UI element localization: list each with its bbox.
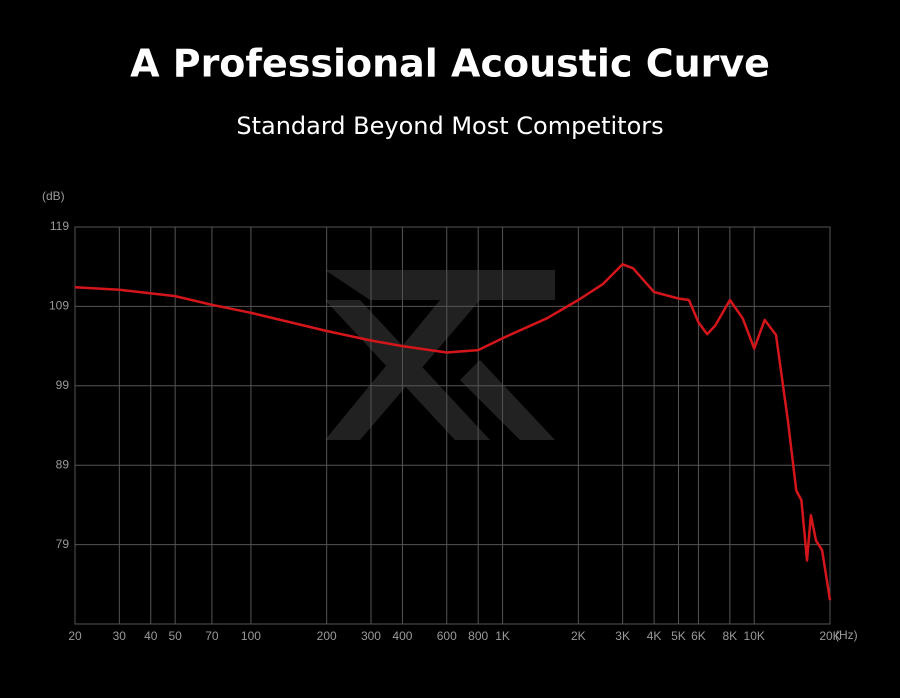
response-curve <box>74 263 832 601</box>
x-tick-label: 300 <box>361 629 381 643</box>
x-tick-label: 400 <box>392 629 412 643</box>
y-tick-label: 79 <box>56 537 70 551</box>
x-tick-label: 800 <box>468 629 488 643</box>
x-tick-label: 4K <box>647 629 662 643</box>
x-tick-label: 100 <box>241 629 261 643</box>
y-tick-label: 119 <box>50 219 69 233</box>
x-tick-label: 20K <box>819 629 840 643</box>
x-tick-label: 3K <box>615 629 630 643</box>
x-tick-label: 1K <box>495 629 510 643</box>
x-tick-label: 200 <box>317 629 337 643</box>
x-tick-label: 8K <box>723 629 738 643</box>
x-tick-label: 20 <box>68 629 82 643</box>
chart-subtitle: Standard Beyond Most Competitors <box>236 112 663 140</box>
y-tick-label: 89 <box>56 457 70 471</box>
x-tick-label: 6K <box>691 629 706 643</box>
x-tick-label: 40 <box>144 629 158 643</box>
x-tick-label: 10K <box>744 629 765 643</box>
x-tick-label: 30 <box>113 629 127 643</box>
y-axis-label: (dB) <box>42 189 65 203</box>
x-tick-label: 2K <box>571 629 586 643</box>
x-tick-label: 70 <box>205 629 219 643</box>
y-tick-label: 99 <box>56 378 70 392</box>
chart-title: A Professional Acoustic Curve <box>130 42 770 86</box>
x-tick-label: 50 <box>168 629 182 643</box>
x-tick-label: 5K <box>671 629 686 643</box>
y-tick-label: 109 <box>49 299 69 313</box>
x-tick-label: 600 <box>437 629 457 643</box>
x-axis-label: (Hz) <box>835 628 858 642</box>
